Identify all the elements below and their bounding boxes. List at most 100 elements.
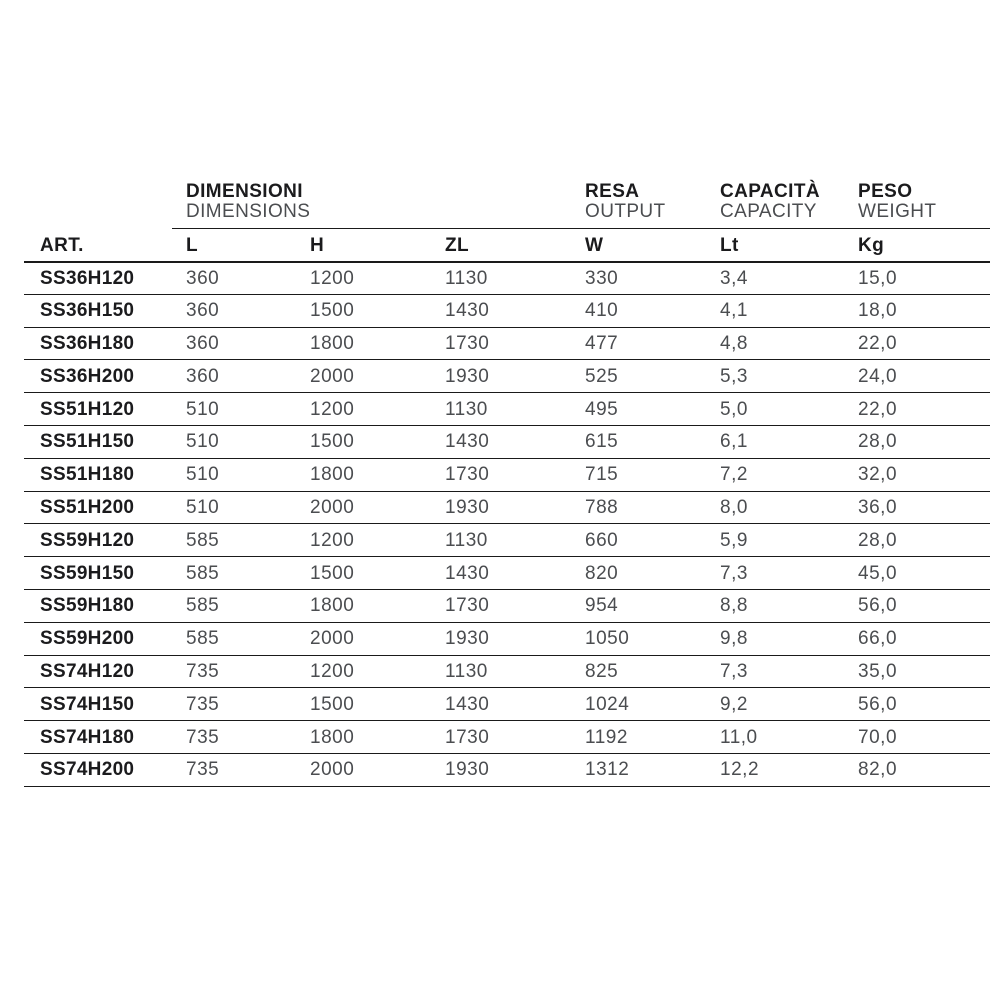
cell-art: SS59H120 xyxy=(24,523,172,558)
cell-lt: 7,3 xyxy=(706,556,845,590)
cell-art: SS36H120 xyxy=(24,261,172,295)
table-row: SS74H180 735 1800 1730 1192 11,0 70,0 xyxy=(24,720,991,754)
column-header-art: ART. xyxy=(24,228,172,263)
cell-kg: 82,0 xyxy=(844,753,991,787)
cell-h: 1500 xyxy=(296,294,431,328)
cell-w: 1024 xyxy=(571,687,707,722)
cell-kg: 45,0 xyxy=(844,556,991,590)
cell-art: SS51H180 xyxy=(24,458,172,492)
cell-art: SS74H180 xyxy=(24,720,172,754)
cell-h: 2000 xyxy=(296,491,431,525)
table-row: SS51H120 510 1200 1130 495 5,0 22,0 xyxy=(24,392,991,426)
cell-h: 1200 xyxy=(296,523,431,558)
cell-w: 525 xyxy=(571,359,707,394)
cell-l: 510 xyxy=(172,392,296,426)
cell-l: 360 xyxy=(172,261,296,295)
cell-art: SS74H120 xyxy=(24,655,172,689)
group-subtitle-dimensions: DIMENSIONS xyxy=(186,201,311,222)
table-row: SS59H200 585 2000 1930 1050 9,8 66,0 xyxy=(24,622,991,656)
product-spec-table: DIMENSIONI DIMENSIONS RESA OUTPUT CAPACI… xyxy=(24,181,991,787)
group-header-output: RESA OUTPUT xyxy=(571,181,707,229)
cell-lt: 4,8 xyxy=(706,327,845,361)
cell-lt: 3,4 xyxy=(706,261,845,295)
table-row: SS36H200 360 2000 1930 525 5,3 24,0 xyxy=(24,359,991,394)
cell-w: 660 xyxy=(571,523,707,558)
column-header-w: W xyxy=(571,228,707,263)
cell-lt: 7,3 xyxy=(706,655,845,689)
group-title-capacity: CAPACITÀ xyxy=(720,181,820,202)
cell-w: 410 xyxy=(571,294,707,328)
column-header-lt: Lt xyxy=(706,228,845,263)
cell-w: 1192 xyxy=(571,720,707,754)
cell-zl: 1430 xyxy=(431,687,572,722)
cell-zl: 1430 xyxy=(431,294,572,328)
cell-h: 1800 xyxy=(296,589,431,623)
cell-h: 1800 xyxy=(296,458,431,492)
cell-art: SS74H200 xyxy=(24,753,172,787)
cell-h: 1200 xyxy=(296,261,431,295)
cell-w: 954 xyxy=(571,589,707,623)
cell-l: 735 xyxy=(172,753,296,787)
group-subtitle-capacity: CAPACITY xyxy=(720,201,817,222)
cell-lt: 6,1 xyxy=(706,425,845,459)
cell-zl: 1930 xyxy=(431,359,572,394)
cell-l: 735 xyxy=(172,655,296,689)
cell-kg: 15,0 xyxy=(844,261,991,295)
cell-art: SS51H150 xyxy=(24,425,172,459)
cell-w: 495 xyxy=(571,392,707,426)
cell-zl: 1930 xyxy=(431,753,572,787)
cell-l: 585 xyxy=(172,556,296,590)
cell-art: SS74H150 xyxy=(24,687,172,722)
table-row: SS74H150 735 1500 1430 1024 9,2 56,0 xyxy=(24,687,991,722)
cell-l: 585 xyxy=(172,622,296,656)
cell-zl: 1130 xyxy=(431,392,572,426)
cell-l: 735 xyxy=(172,687,296,722)
cell-lt: 9,2 xyxy=(706,687,845,722)
cell-l: 735 xyxy=(172,720,296,754)
cell-h: 1500 xyxy=(296,425,431,459)
cell-w: 825 xyxy=(571,655,707,689)
group-title-weight: PESO xyxy=(858,181,913,202)
table-row: SS36H150 360 1500 1430 410 4,1 18,0 xyxy=(24,294,991,328)
group-header-spacer xyxy=(24,182,172,229)
cell-h: 2000 xyxy=(296,359,431,394)
cell-lt: 5,3 xyxy=(706,359,845,394)
cell-zl: 1730 xyxy=(431,589,572,623)
table-row: SS51H180 510 1800 1730 715 7,2 32,0 xyxy=(24,458,991,492)
cell-zl: 1430 xyxy=(431,556,572,590)
group-subtitle-weight: WEIGHT xyxy=(858,201,937,222)
cell-art: SS59H180 xyxy=(24,589,172,623)
group-title-output: RESA xyxy=(585,181,640,202)
cell-w: 715 xyxy=(571,458,707,492)
cell-h: 1800 xyxy=(296,327,431,361)
cell-kg: 22,0 xyxy=(844,392,991,426)
cell-lt: 4,1 xyxy=(706,294,845,328)
cell-kg: 32,0 xyxy=(844,458,991,492)
group-title-dimensions: DIMENSIONI xyxy=(186,181,303,202)
cell-zl: 1730 xyxy=(431,327,572,361)
cell-h: 1500 xyxy=(296,556,431,590)
cell-zl: 1430 xyxy=(431,425,572,459)
table-row: SS59H180 585 1800 1730 954 8,8 56,0 xyxy=(24,589,991,623)
group-header-weight: PESO WEIGHT xyxy=(844,181,991,229)
cell-zl: 1930 xyxy=(431,622,572,656)
column-header-h: H xyxy=(296,228,431,263)
cell-lt: 8,0 xyxy=(706,491,845,525)
cell-l: 360 xyxy=(172,327,296,361)
cell-kg: 66,0 xyxy=(844,622,991,656)
cell-w: 1050 xyxy=(571,622,707,656)
cell-kg: 24,0 xyxy=(844,359,991,394)
cell-art: SS36H180 xyxy=(24,327,172,361)
cell-lt: 7,2 xyxy=(706,458,845,492)
cell-art: SS51H120 xyxy=(24,392,172,426)
table-row: SS59H150 585 1500 1430 820 7,3 45,0 xyxy=(24,556,991,590)
cell-w: 330 xyxy=(571,261,707,295)
cell-kg: 28,0 xyxy=(844,523,991,558)
cell-kg: 35,0 xyxy=(844,655,991,689)
cell-art: SS36H150 xyxy=(24,294,172,328)
group-header-capacity: CAPACITÀ CAPACITY xyxy=(706,181,845,229)
table-row: SS74H200 735 2000 1930 1312 12,2 82,0 xyxy=(24,753,991,787)
cell-kg: 28,0 xyxy=(844,425,991,459)
cell-kg: 18,0 xyxy=(844,294,991,328)
cell-zl: 1130 xyxy=(431,523,572,558)
